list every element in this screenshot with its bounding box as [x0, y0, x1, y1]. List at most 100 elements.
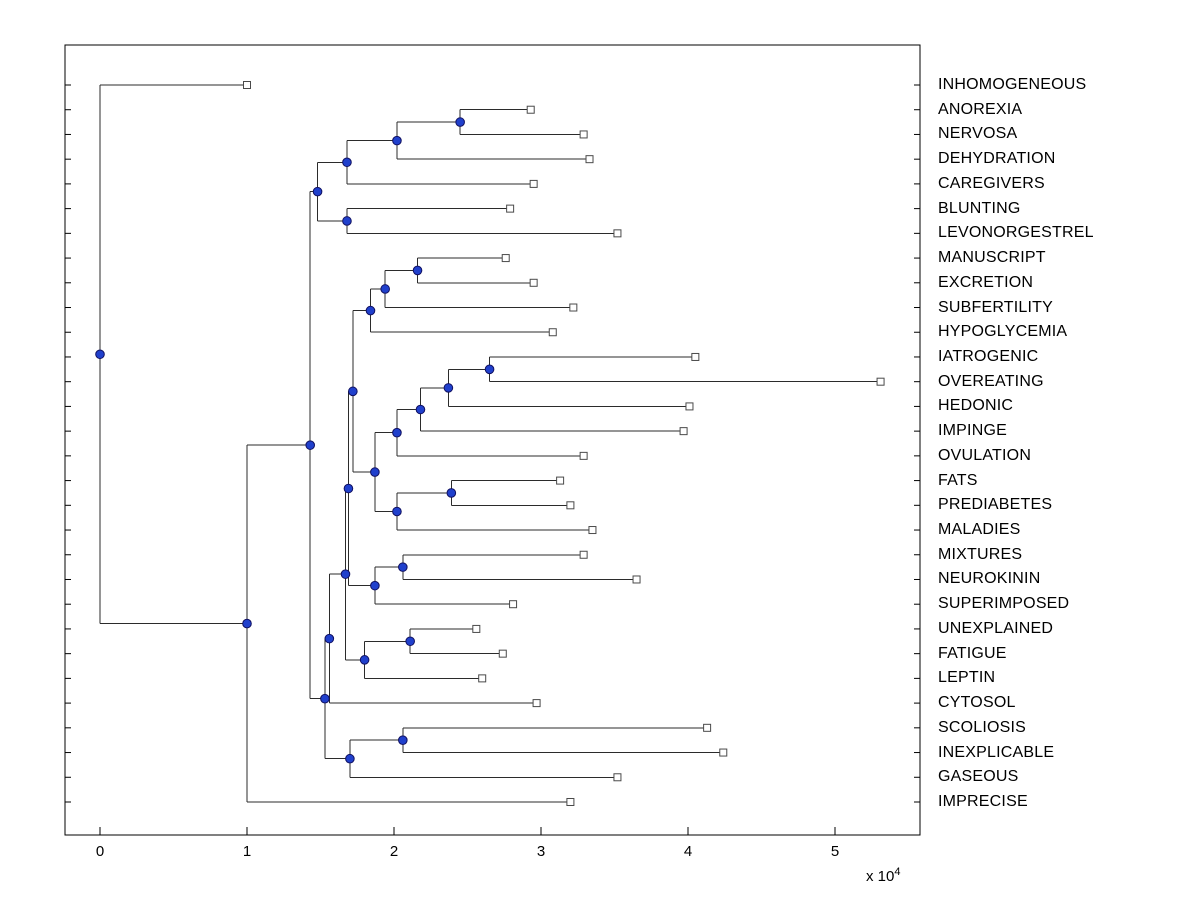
leaf-label: SUPERIMPOSED [938, 595, 1070, 613]
leaf-label: INEXPLICABLE [938, 743, 1055, 761]
internal-node-marker [365, 305, 376, 316]
leaf-label: OVULATION [938, 446, 1032, 464]
leaf-marker [566, 797, 575, 806]
internal-node-marker [484, 364, 495, 375]
internal-node-marker [348, 386, 358, 397]
internal-node-marker [242, 618, 252, 629]
leaf-label: BLUNTING [938, 199, 1021, 217]
x-tick-label: 5 [830, 843, 840, 860]
leaf-marker [569, 303, 578, 312]
internal-node-marker [95, 349, 105, 360]
leaf-marker [876, 377, 885, 386]
leaf-marker [548, 328, 557, 337]
leaf-marker [632, 575, 641, 584]
leaf-label: CAREGIVERS [938, 174, 1045, 192]
leaf-marker [556, 476, 565, 485]
internal-node-marker [343, 483, 354, 494]
internal-node-marker [455, 117, 465, 127]
leaf-marker [566, 501, 575, 510]
leaf-marker [703, 723, 712, 732]
leaf-label: PREDIABETES [938, 496, 1053, 514]
leaf-label: CYTOSOL [938, 694, 1016, 712]
leaf-label: SCOLIOSIS [938, 718, 1027, 736]
leaf-marker [613, 229, 622, 238]
leaf-label: NERVOSA [938, 125, 1018, 143]
leaf-label: EXCRETION [938, 273, 1034, 291]
internal-node-marker [405, 636, 415, 647]
internal-node-marker [443, 383, 454, 393]
leaf-label: SUBFERTILITY [938, 298, 1054, 316]
leaf-label: MIXTURES [938, 545, 1023, 563]
leaf-marker [509, 600, 518, 609]
leaf-label: INHOMOGENEOUS [938, 76, 1087, 93]
x-tick-label: 3 [536, 843, 546, 860]
leaf-label: HEDONIC [938, 397, 1014, 415]
leaf-marker [685, 402, 694, 411]
leaf-label: IMPINGE [938, 422, 1007, 440]
leaf-label: IMPRECISE [938, 792, 1028, 810]
leaf-marker [529, 278, 538, 287]
internal-node-marker [370, 467, 380, 477]
leaf-label: IATROGENIC [938, 347, 1039, 365]
internal-node-marker [398, 562, 408, 572]
leaf-marker [506, 204, 515, 213]
leaf-label: ANOREXIA [938, 100, 1023, 118]
x-tick-label: 0 [95, 843, 105, 860]
internal-node-marker [392, 427, 402, 438]
leaf-marker [501, 254, 510, 263]
exponent-base: x 10 [866, 868, 895, 885]
leaf-marker [472, 624, 481, 633]
leaf-marker [478, 674, 487, 683]
x-tick-label: 2 [389, 843, 399, 860]
leaf-label: MALADIES [938, 521, 1021, 539]
internal-node-marker [320, 693, 330, 704]
leaf-marker [585, 155, 594, 164]
plot-box [64, 44, 921, 836]
leaf-marker [526, 105, 535, 114]
leaf-marker [588, 526, 597, 535]
internal-node-marker [398, 735, 408, 745]
x-tick-label: 4 [683, 843, 693, 860]
leaf-marker [579, 130, 588, 139]
leaf-marker [579, 451, 588, 460]
internal-node-marker [392, 506, 402, 517]
internal-node-marker [392, 135, 402, 146]
leaf-marker [532, 699, 541, 708]
internal-node-marker [342, 216, 352, 226]
internal-node-marker [342, 157, 352, 168]
leaf-label: NEUROKININ [938, 570, 1041, 588]
internal-node-marker [380, 284, 390, 294]
leaf-marker [579, 550, 588, 559]
branch-lines [99, 84, 881, 803]
leaf-label: FATS [938, 471, 978, 489]
internal-node-marker [312, 186, 323, 197]
leaf-marker [243, 81, 251, 89]
leaf-label: GASEOUS [938, 768, 1019, 786]
internal-node-marker [340, 569, 351, 579]
exponent-value: 4 [894, 866, 901, 878]
leaf-label: OVEREATING [938, 372, 1044, 390]
leaf-label: MANUSCRIPT [938, 249, 1046, 267]
leaf-marker [691, 352, 700, 361]
leaf-label: LEPTIN [938, 669, 996, 687]
axis-exponent-label: x 104 [866, 866, 900, 885]
leaf-marker [613, 773, 622, 782]
leaf-marker [719, 748, 728, 757]
leaf-marker [679, 427, 688, 436]
internal-node-marker [324, 633, 335, 644]
internal-node-marker [412, 265, 423, 276]
internal-node-marker [305, 440, 316, 450]
internal-node-marker [446, 488, 457, 498]
leaf-marker [498, 649, 507, 658]
leaf-marker [529, 179, 538, 188]
internal-node-marker [370, 580, 380, 591]
internal-node-marker [345, 753, 355, 764]
internal-node-marker [359, 655, 370, 665]
leaf-label: LEVONORGESTREL [938, 224, 1094, 242]
x-tick-label: 1 [242, 843, 252, 860]
internal-node-marker [415, 404, 426, 415]
leaf-label: DEHYDRATION [938, 150, 1056, 168]
leaf-label: HYPOGLYCEMIA [938, 323, 1068, 341]
